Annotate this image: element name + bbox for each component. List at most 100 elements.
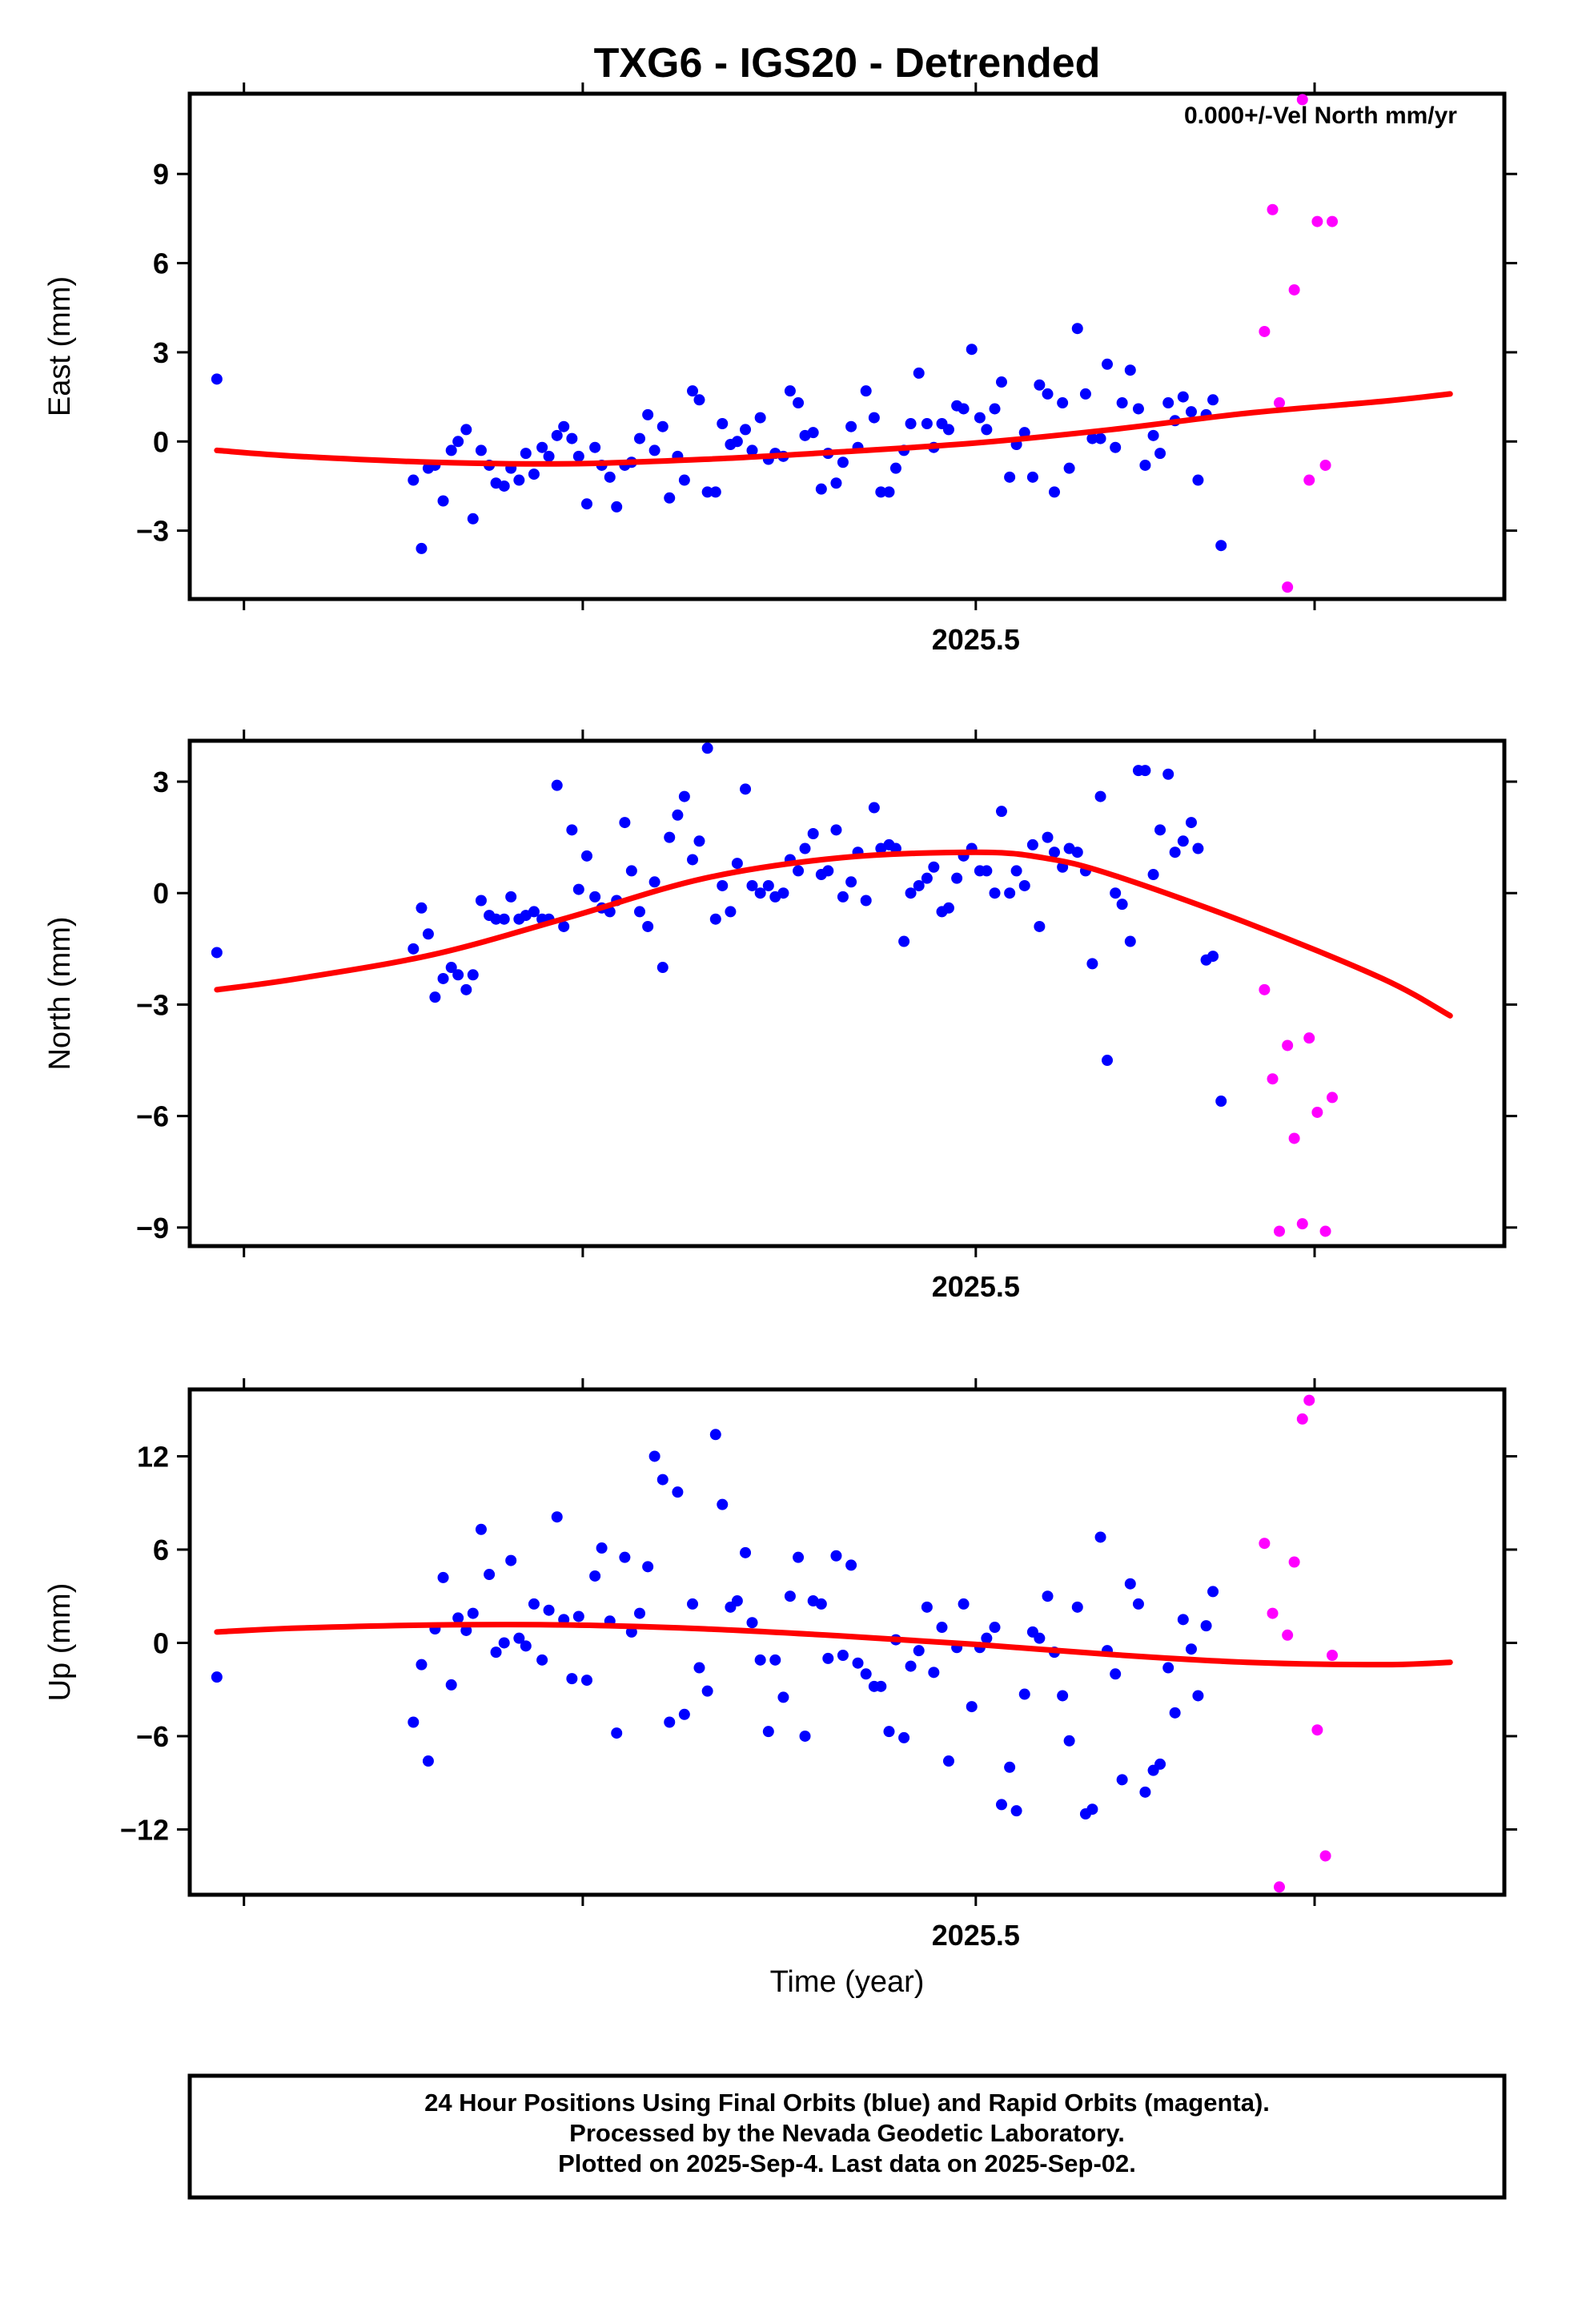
final-point <box>701 742 713 754</box>
rapid-point <box>1273 1225 1285 1237</box>
final-point <box>740 1546 752 1558</box>
final-point <box>852 1657 864 1669</box>
y-tick-label: −6 <box>136 1720 169 1753</box>
final-point <box>1215 540 1227 552</box>
final-point <box>1185 406 1197 418</box>
final-point <box>807 827 819 839</box>
final-point <box>1162 768 1174 780</box>
final-point <box>1071 323 1083 335</box>
final-point <box>1154 1758 1166 1770</box>
y-tick-label: 3 <box>153 336 169 369</box>
final-point <box>467 1607 479 1619</box>
final-point <box>1200 1620 1212 1632</box>
x-axis-label: Time (year) <box>770 1965 925 1999</box>
final-point <box>596 1542 608 1554</box>
final-point <box>422 1755 434 1767</box>
final-point <box>566 432 578 444</box>
rapid-point <box>1288 1132 1300 1144</box>
rapid-point <box>1267 1607 1279 1619</box>
final-point <box>1004 1761 1016 1773</box>
rapid-orbit-points-east <box>1259 94 1339 593</box>
final-point <box>860 895 872 907</box>
final-point <box>1124 364 1136 376</box>
final-point <box>498 913 510 925</box>
rapid-point <box>1296 1218 1308 1230</box>
final-point <box>1063 462 1075 474</box>
y-tick-label: −6 <box>136 1100 169 1133</box>
final-point <box>416 1659 428 1671</box>
final-point <box>648 444 661 456</box>
final-point <box>619 1551 631 1563</box>
final-point <box>490 1647 502 1659</box>
final-point <box>1042 831 1054 843</box>
final-point <box>793 397 805 409</box>
final-point <box>1147 429 1159 441</box>
rapid-point <box>1296 94 1308 106</box>
final-point <box>1042 1590 1054 1602</box>
final-point <box>1185 817 1197 829</box>
final-point <box>1162 1662 1174 1674</box>
y-tick-label: 9 <box>153 158 169 191</box>
final-point <box>1086 1803 1098 1815</box>
final-point <box>995 376 1007 388</box>
final-point <box>1057 1690 1069 1702</box>
final-point <box>1177 1614 1189 1626</box>
final-point <box>484 1569 496 1581</box>
rapid-point <box>1296 1413 1308 1425</box>
panels: −3 0 3 6 9 2025.5 East (mm) 0.000+/-Vel North m… <box>43 82 1517 1952</box>
final-point <box>678 790 690 802</box>
y-tick-label: 6 <box>153 247 169 280</box>
final-point <box>1124 935 1136 947</box>
final-point <box>981 424 993 436</box>
final-point <box>981 1632 993 1644</box>
final-point <box>762 1726 774 1738</box>
final-point <box>678 1708 690 1720</box>
final-point <box>1057 397 1069 409</box>
y-tick-label: 12 <box>137 1440 169 1473</box>
y-tick-label: 3 <box>153 766 169 798</box>
final-point <box>1139 765 1151 777</box>
final-point <box>942 1755 954 1767</box>
final-point <box>822 1652 834 1664</box>
final-point <box>1147 869 1159 881</box>
final-point <box>664 1716 676 1728</box>
final-point <box>1102 1055 1114 1067</box>
y-tick-label: −12 <box>120 1813 169 1846</box>
final-point <box>769 1654 781 1666</box>
final-point <box>536 441 548 453</box>
final-point <box>951 872 963 884</box>
rapid-point <box>1311 1106 1323 1118</box>
final-point <box>905 418 917 430</box>
final-point <box>1094 432 1106 444</box>
final-point <box>1192 474 1204 486</box>
final-point <box>1026 838 1038 850</box>
final-point <box>642 408 654 420</box>
final-point <box>687 385 699 397</box>
final-point <box>1215 1096 1227 1108</box>
final-point <box>611 1727 623 1739</box>
final-point <box>589 891 601 903</box>
y-tick-label: −3 <box>136 988 169 1021</box>
plot-frame-up <box>187 1387 1507 1897</box>
final-point <box>589 441 601 453</box>
final-point <box>452 969 464 981</box>
final-point <box>687 1598 699 1610</box>
final-point <box>1116 899 1128 911</box>
rapid-point <box>1303 1394 1315 1406</box>
final-point <box>513 1632 525 1644</box>
final-point <box>566 824 578 836</box>
final-point <box>1177 391 1189 403</box>
final-point <box>589 1570 601 1582</box>
final-point <box>746 879 758 891</box>
final-point <box>429 991 441 1003</box>
final-point <box>717 418 729 430</box>
final-point <box>981 865 993 877</box>
final-point <box>995 1799 1007 1811</box>
final-point <box>475 895 487 907</box>
final-point <box>717 879 729 891</box>
rapid-point <box>1319 459 1331 471</box>
final-point <box>693 835 705 847</box>
final-point <box>505 1554 517 1566</box>
final-point <box>1110 887 1122 899</box>
final-point <box>731 858 743 870</box>
